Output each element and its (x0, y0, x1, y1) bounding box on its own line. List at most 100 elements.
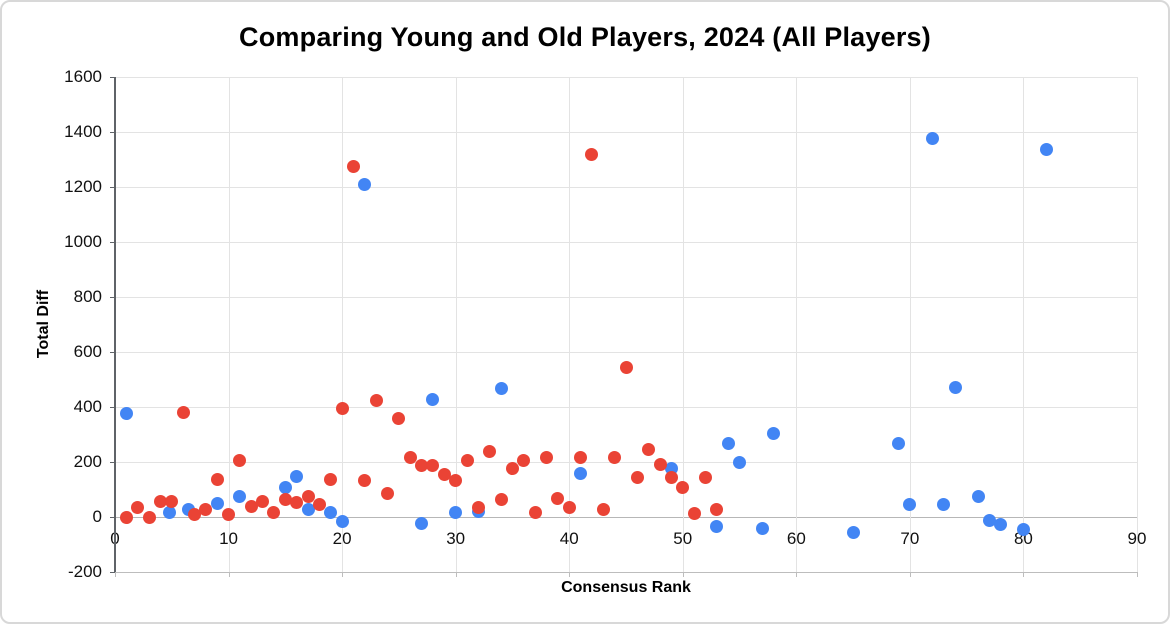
y-tick-mark (110, 242, 115, 243)
data-point-red[interactable] (449, 474, 463, 488)
data-point-red[interactable] (415, 459, 429, 473)
data-point-red[interactable] (369, 393, 383, 407)
data-point-red[interactable] (437, 468, 451, 482)
data-point-red[interactable] (528, 506, 542, 520)
data-point-blue[interactable] (903, 498, 917, 512)
data-point-blue[interactable] (948, 381, 962, 395)
data-point-red[interactable] (687, 507, 701, 521)
data-point-red[interactable] (574, 450, 588, 464)
data-point-red[interactable] (346, 159, 360, 173)
data-point-red[interactable] (153, 495, 167, 509)
data-point-blue[interactable] (937, 498, 951, 512)
data-point-red[interactable] (642, 443, 656, 457)
data-point-red[interactable] (585, 147, 599, 161)
data-point-blue[interactable] (449, 506, 463, 520)
data-point-red[interactable] (256, 495, 270, 509)
data-point-red[interactable] (630, 471, 644, 485)
data-point-red[interactable] (471, 501, 485, 515)
data-point-red[interactable] (426, 458, 440, 472)
data-point-red[interactable] (608, 451, 622, 465)
data-point-blue[interactable] (119, 406, 133, 420)
data-point-red[interactable] (551, 491, 565, 505)
data-point-red[interactable] (324, 473, 338, 487)
data-point-red[interactable] (244, 499, 258, 513)
data-point-red[interactable] (301, 490, 315, 504)
data-point-blue[interactable] (767, 427, 781, 441)
data-point-red[interactable] (505, 462, 519, 476)
data-point-red[interactable] (392, 412, 406, 426)
data-point-blue[interactable] (163, 505, 176, 519)
data-point-red[interactable] (142, 510, 156, 524)
data-point-red[interactable] (676, 481, 690, 495)
data-point-blue[interactable] (892, 436, 906, 450)
gridline-y-1400 (115, 132, 1137, 133)
y-tick-label: 1400 (64, 122, 102, 141)
data-point-blue[interactable] (426, 392, 440, 406)
data-point-red[interactable] (210, 472, 224, 486)
data-point-red[interactable] (222, 508, 236, 522)
y-tick-mark (110, 517, 115, 518)
data-point-red[interactable] (335, 401, 349, 415)
data-point-red[interactable] (596, 502, 610, 516)
y-tick-mark (110, 462, 115, 463)
data-point-red[interactable] (698, 471, 712, 485)
data-point-blue[interactable] (1016, 523, 1030, 537)
y-tick-mark (110, 407, 115, 408)
gridline-y-400 (115, 407, 1137, 408)
data-point-red[interactable] (233, 454, 247, 468)
data-point-blue[interactable] (721, 436, 735, 450)
data-point-red[interactable] (483, 444, 497, 458)
data-point-red[interactable] (494, 492, 508, 506)
data-point-red[interactable] (562, 501, 576, 515)
data-point-blue[interactable] (846, 525, 860, 539)
data-point-red[interactable] (312, 498, 326, 512)
data-point-red[interactable] (358, 473, 372, 487)
data-point-red[interactable] (165, 494, 179, 508)
x-tick-mark (228, 572, 230, 577)
data-point-blue[interactable] (278, 481, 292, 495)
data-point-red[interactable] (176, 406, 190, 419)
data-point-red[interactable] (710, 502, 724, 516)
data-point-blue[interactable] (733, 455, 747, 469)
data-point-red[interactable] (131, 501, 145, 515)
data-point-blue[interactable] (415, 516, 429, 530)
data-point-blue[interactable] (494, 382, 508, 396)
data-point-red[interactable] (187, 507, 201, 521)
data-point-red[interactable] (540, 450, 553, 464)
data-point-red[interactable] (267, 506, 281, 520)
data-point-blue[interactable] (324, 505, 338, 519)
data-point-blue[interactable] (233, 489, 247, 503)
data-point-red[interactable] (278, 493, 292, 507)
data-point-blue[interactable] (301, 502, 315, 516)
data-point-red[interactable] (653, 457, 667, 471)
x-tick-mark (682, 572, 684, 577)
data-point-blue[interactable] (290, 469, 304, 483)
data-point-blue[interactable] (982, 513, 996, 527)
data-point-blue[interactable] (210, 496, 224, 510)
data-point-red[interactable] (119, 510, 133, 524)
x-axis-line (115, 572, 1137, 573)
gridline-y-800 (115, 297, 1137, 298)
data-point-red[interactable] (664, 471, 678, 485)
data-point-blue[interactable] (1039, 142, 1053, 156)
data-point-blue[interactable] (358, 178, 372, 192)
data-point-blue[interactable] (335, 514, 349, 528)
data-point-red[interactable] (460, 454, 474, 468)
data-point-blue[interactable] (926, 132, 940, 146)
data-point-blue[interactable] (971, 490, 985, 504)
data-point-red[interactable] (517, 453, 531, 467)
data-point-blue[interactable] (994, 518, 1008, 532)
gridline-y-1000 (115, 242, 1137, 243)
data-point-blue[interactable] (574, 466, 588, 480)
data-point-red[interactable] (381, 486, 395, 500)
y-tick-label: 1200 (64, 177, 102, 196)
data-point-red[interactable] (403, 450, 417, 464)
data-point-blue[interactable] (755, 521, 769, 535)
x-tick-mark (569, 572, 571, 577)
data-point-blue[interactable] (710, 520, 724, 534)
data-point-red[interactable] (619, 361, 633, 375)
y-axis-line (114, 77, 116, 572)
data-point-red[interactable] (290, 496, 304, 510)
data-point-red[interactable] (199, 502, 213, 516)
